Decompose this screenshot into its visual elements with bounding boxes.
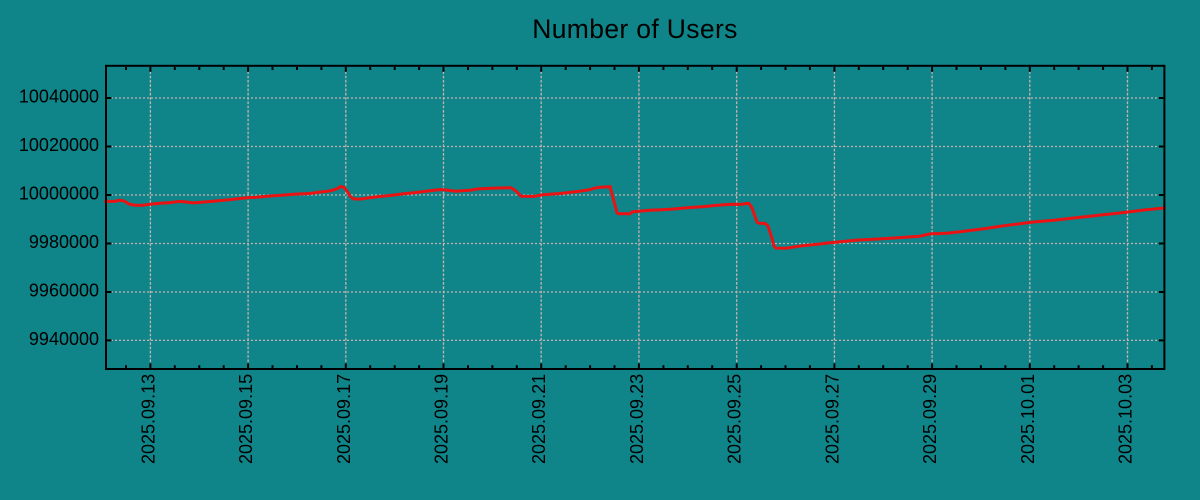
svg-text:2025.10.03: 2025.10.03 bbox=[1116, 374, 1136, 464]
svg-text:2025.09.15: 2025.09.15 bbox=[236, 374, 256, 464]
svg-text:Number of Users: Number of Users bbox=[532, 14, 738, 44]
svg-text:2025.09.27: 2025.09.27 bbox=[822, 374, 842, 464]
svg-text:2025.09.13: 2025.09.13 bbox=[138, 374, 158, 464]
svg-text:10020000: 10020000 bbox=[19, 135, 99, 155]
svg-text:10000000: 10000000 bbox=[19, 184, 99, 204]
svg-text:2025.09.19: 2025.09.19 bbox=[432, 374, 452, 464]
svg-text:9940000: 9940000 bbox=[29, 329, 99, 349]
svg-text:2025.09.21: 2025.09.21 bbox=[529, 374, 549, 464]
svg-text:2025.09.23: 2025.09.23 bbox=[627, 374, 647, 464]
svg-text:10040000: 10040000 bbox=[19, 87, 99, 107]
svg-text:9960000: 9960000 bbox=[29, 281, 99, 301]
svg-text:2025.09.29: 2025.09.29 bbox=[920, 374, 940, 464]
svg-text:2025.09.17: 2025.09.17 bbox=[334, 374, 354, 464]
svg-text:2025.09.25: 2025.09.25 bbox=[725, 374, 745, 464]
svg-text:9980000: 9980000 bbox=[29, 232, 99, 252]
svg-text:2025.10.01: 2025.10.01 bbox=[1018, 374, 1038, 464]
